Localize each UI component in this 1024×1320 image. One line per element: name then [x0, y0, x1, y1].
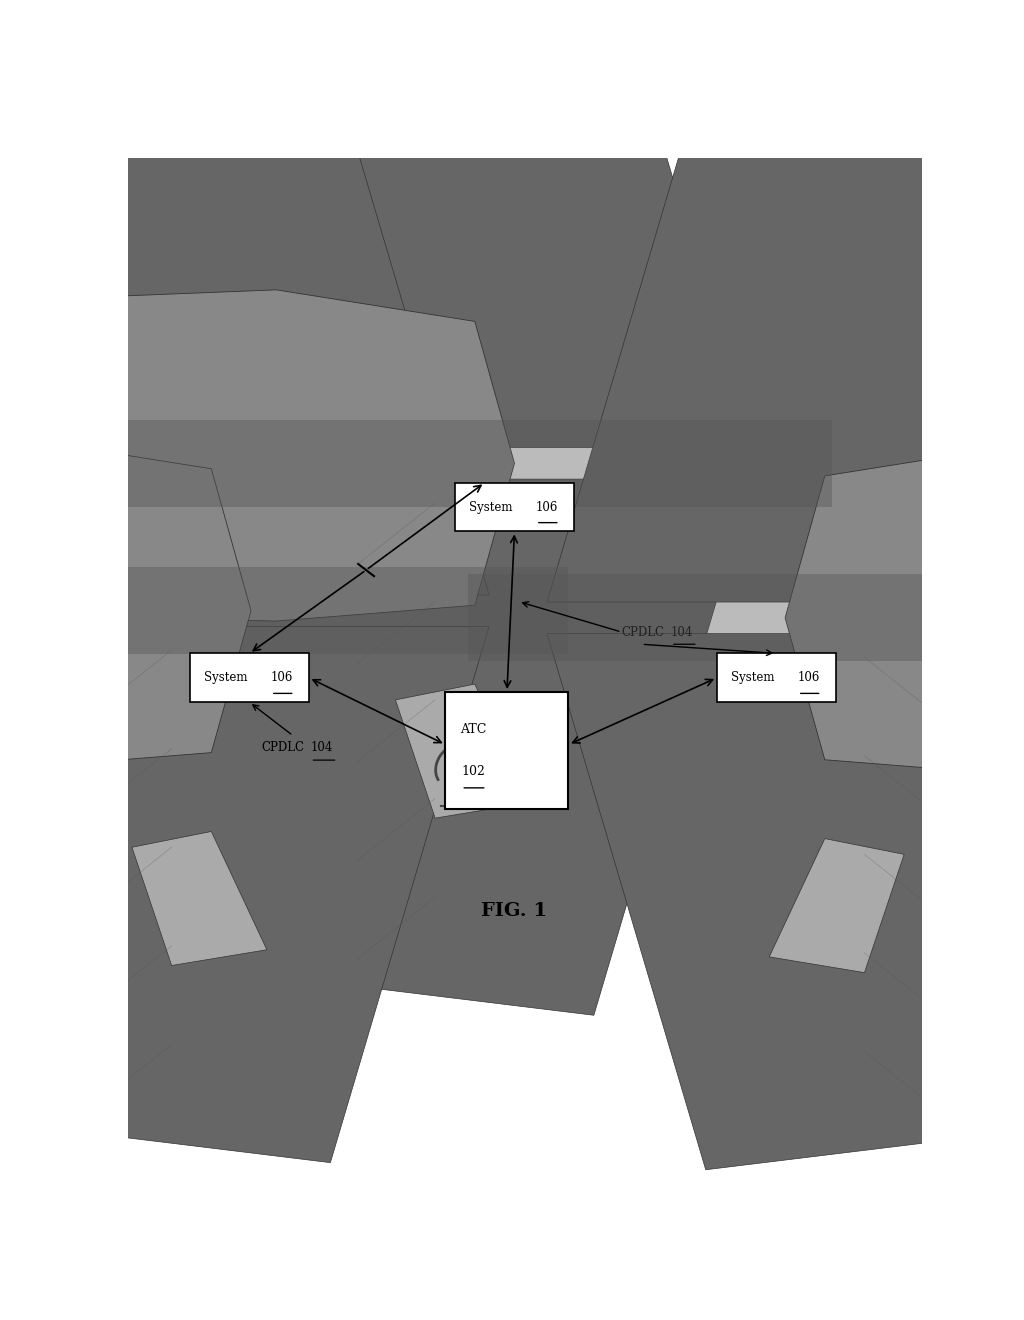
Polygon shape — [769, 838, 904, 973]
Text: ATC: ATC — [460, 723, 486, 737]
Polygon shape — [0, 290, 514, 620]
Polygon shape — [0, 437, 251, 768]
Polygon shape — [785, 445, 1024, 776]
Text: CPDLC: CPDLC — [261, 742, 304, 755]
Polygon shape — [547, 634, 1024, 1170]
Text: System: System — [204, 672, 248, 684]
Bar — [189, 653, 309, 702]
Text: 104: 104 — [671, 626, 693, 639]
Polygon shape — [547, 66, 1024, 602]
Polygon shape — [0, 627, 489, 1163]
Bar — [455, 483, 574, 532]
Polygon shape — [395, 684, 530, 818]
Text: Feb. 24, 2011  Sheet 1 of 6: Feb. 24, 2011 Sheet 1 of 6 — [358, 190, 556, 203]
Text: 104: 104 — [310, 742, 333, 755]
Text: Spacing: Spacing — [309, 544, 357, 556]
Text: 102: 102 — [462, 766, 485, 777]
Bar — [38, 420, 831, 507]
Bar — [0, 568, 568, 655]
Bar — [445, 692, 568, 809]
Text: FIG. 1: FIG. 1 — [481, 902, 548, 920]
Polygon shape — [132, 832, 267, 965]
Text: US 2011/0046869 A1: US 2011/0046869 A1 — [748, 190, 903, 203]
Text: 106: 106 — [270, 672, 293, 684]
Text: System: System — [731, 672, 774, 684]
Text: 106: 106 — [798, 672, 820, 684]
Text: System: System — [469, 500, 513, 513]
Text: Patent Application Publication: Patent Application Publication — [183, 190, 411, 203]
Polygon shape — [78, 0, 753, 447]
Polygon shape — [78, 479, 753, 1015]
Text: 106: 106 — [536, 500, 558, 513]
Bar — [717, 653, 836, 702]
Text: CPDLC: CPDLC — [622, 626, 665, 639]
Polygon shape — [0, 59, 489, 595]
Bar — [468, 574, 1024, 661]
